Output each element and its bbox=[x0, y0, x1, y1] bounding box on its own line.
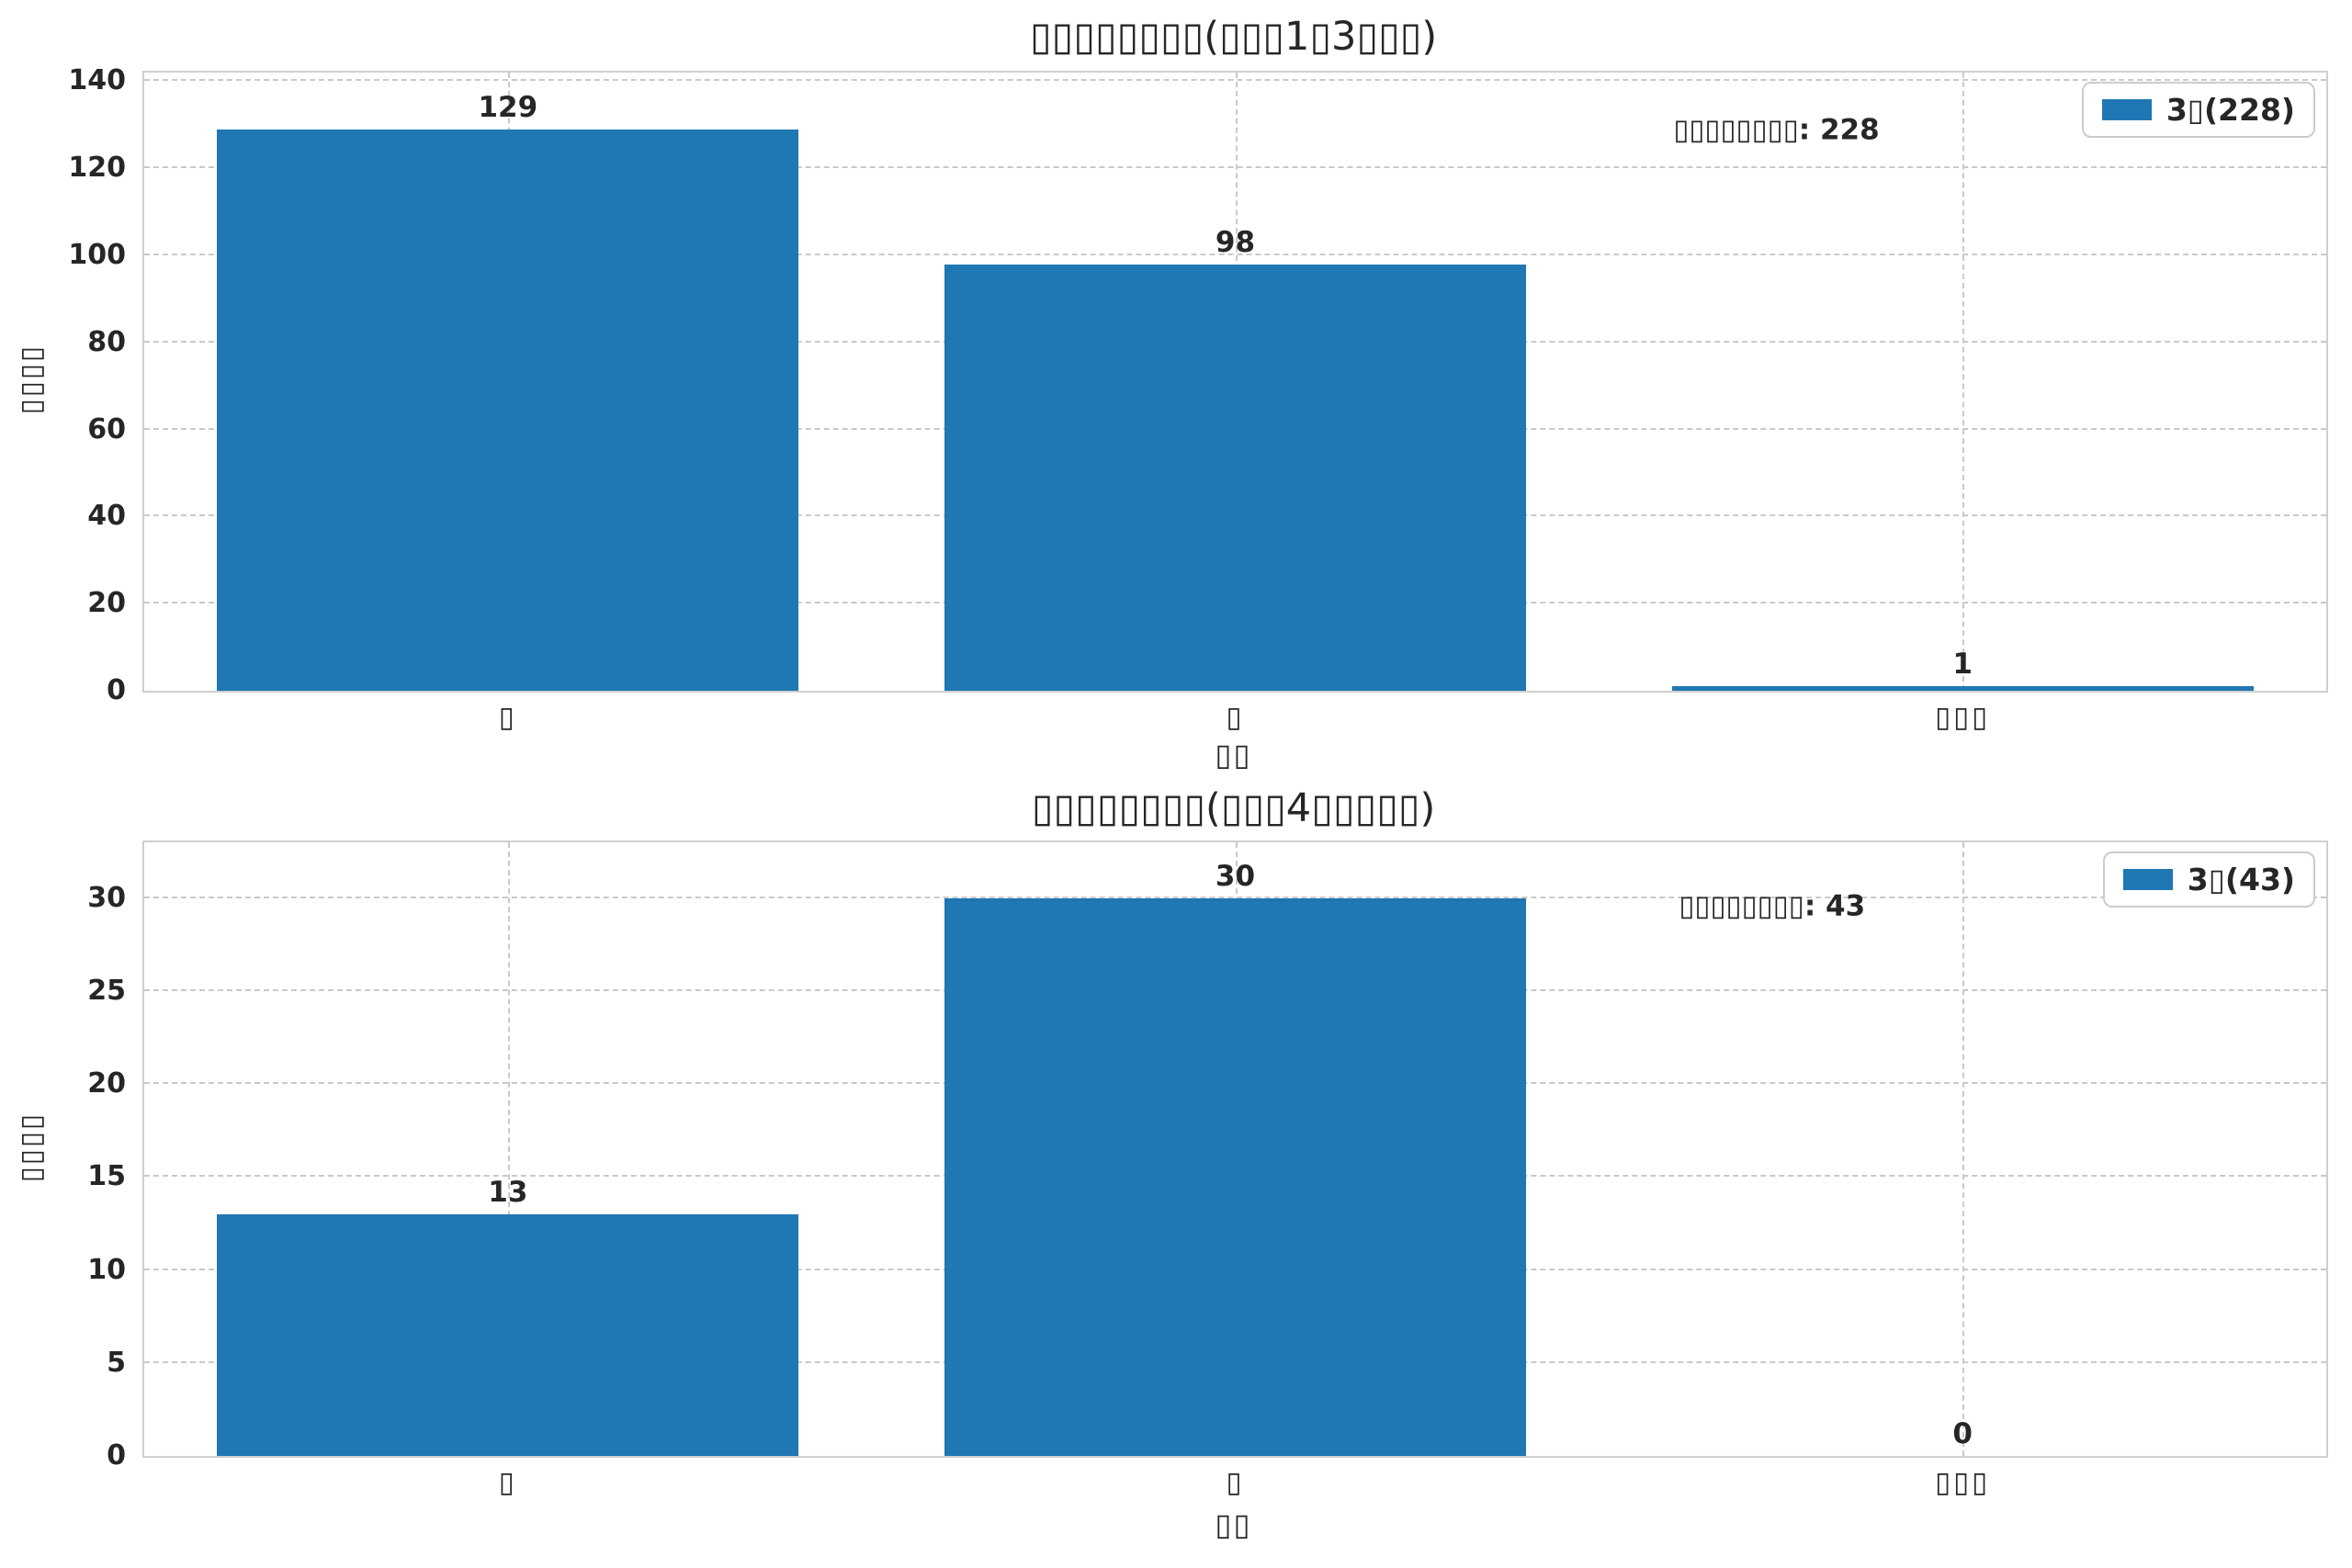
y-tick-label: 20 bbox=[87, 1067, 126, 1100]
bar bbox=[944, 264, 1527, 691]
legend-label: 3▯(228) bbox=[2165, 92, 2295, 128]
chart1-x-axis-label: ▯▯ bbox=[1215, 737, 1252, 773]
legend: 3▯(228) bbox=[2081, 82, 2315, 138]
y-tick-label: 120 bbox=[68, 152, 126, 185]
y-tick-label: 0 bbox=[107, 674, 126, 706]
bar-value-label: 129 bbox=[478, 90, 538, 124]
chart2-title: ▯▯▯▯▯▯▯▯(▯▯▯4▯▯▯▯▯) bbox=[1031, 785, 1436, 831]
y-tick-label: 25 bbox=[87, 974, 126, 1007]
bar bbox=[217, 1213, 799, 1456]
x-tick-label: ▯▯▯ bbox=[1935, 701, 1991, 734]
y-tick-label: 60 bbox=[87, 412, 126, 446]
chart2-x-axis-label: ▯▯ bbox=[1215, 1506, 1252, 1542]
x-tick-label: ▯ bbox=[1226, 1466, 1245, 1499]
annotation: ▯▯▯▯▯▯▯▯: 228 bbox=[1673, 113, 1880, 147]
y-tick-label: 10 bbox=[87, 1253, 126, 1286]
y-tick-label: 20 bbox=[87, 587, 126, 620]
bar bbox=[1671, 686, 2254, 691]
chart1-plot-area: 0 20 40 60 80 100 120 140 129 ▯ 98 ▯ 1 ▯▯▯ ▯▯▯▯▯▯▯▯: 2… bbox=[68, 67, 2328, 732]
y-tick-label: 140 bbox=[68, 64, 126, 97]
legend-swatch bbox=[2101, 99, 2152, 120]
y-tick-label: 80 bbox=[87, 325, 126, 358]
gridline-v bbox=[1962, 842, 1965, 1456]
x-tick-label: ▯ bbox=[498, 701, 517, 734]
x-tick-label: ▯ bbox=[1226, 701, 1245, 734]
chart1-title: ▯▯▯▯▯▯▯▯(▯▯▯1▯3▯▯▯) bbox=[1029, 14, 1438, 60]
bar-value-label: 30 bbox=[1215, 859, 1256, 893]
legend-swatch bbox=[2122, 869, 2173, 890]
chart1-y-axis-label: ▯▯▯▯ bbox=[15, 344, 48, 415]
bar-value-label: 0 bbox=[1952, 1417, 1973, 1450]
bar-value-label: 1 bbox=[1952, 648, 1973, 682]
x-tick-label: ▯▯▯ bbox=[1935, 1466, 1991, 1499]
y-tick-label: 15 bbox=[87, 1160, 126, 1193]
legend: 3▯(43) bbox=[2102, 852, 2315, 908]
y-tick-label: 40 bbox=[87, 500, 126, 533]
bar-value-label: 98 bbox=[1215, 225, 1256, 259]
annotation: ▯▯▯▯▯▯▯▯: 43 bbox=[1679, 889, 1866, 923]
y-tick-label: 100 bbox=[68, 239, 126, 272]
y-tick-label: 30 bbox=[87, 881, 126, 914]
legend-label: 3▯(43) bbox=[2187, 862, 2295, 897]
chart2-y-axis-label: ▯▯▯▯ bbox=[15, 1111, 48, 1183]
bar-value-label: 13 bbox=[488, 1175, 528, 1209]
gridline-v bbox=[1962, 73, 1965, 691]
bar bbox=[217, 129, 799, 691]
chart2-plot-area: 0 5 10 15 20 25 30 13 ▯ 30 ▯ 0 ▯▯▯ ▯▯▯▯▯▯▯▯: 43 3▯(43) bbox=[87, 840, 2328, 1497]
y-tick-label: 0 bbox=[107, 1439, 126, 1472]
y-tick-label: 5 bbox=[107, 1346, 126, 1379]
bar bbox=[944, 897, 1527, 1456]
gridline-v bbox=[507, 842, 510, 1456]
x-tick-label: ▯ bbox=[498, 1466, 517, 1499]
